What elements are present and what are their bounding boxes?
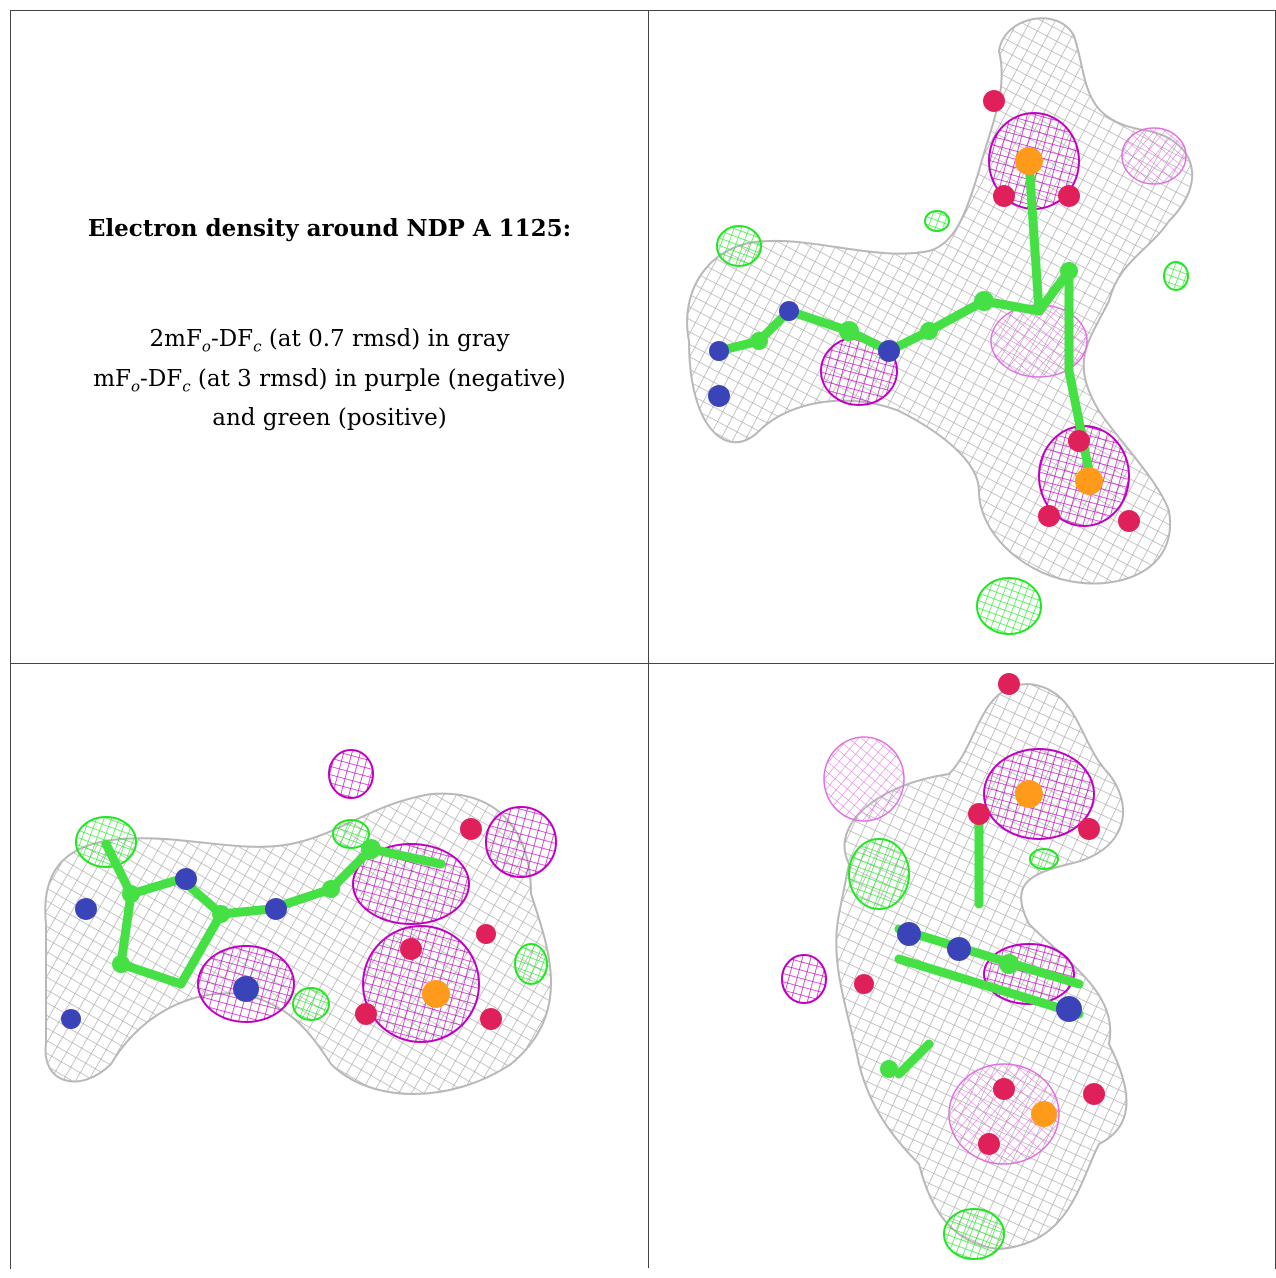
density-map-view-3: [649, 664, 1274, 1268]
density-map-view-2: [11, 664, 648, 1268]
caption-panel: Electron density around NDP A 1125: 2mFo…: [11, 11, 648, 663]
grid-divider-vertical: [648, 10, 649, 1268]
caption-description: 2mFo-DFc (at 0.7 rmsd) in gray mFo-DFc (…: [11, 323, 648, 434]
density-render-3: [781, 673, 1128, 1260]
caption-line-1: 2mFo-DFc (at 0.7 rmsd) in gray: [149, 326, 510, 356]
density-map-view-1: [649, 11, 1274, 663]
caption-line-2: mFo-DFc (at 3 rmsd) in purple (negative): [93, 365, 566, 396]
caption-title: Electron density around NDP A 1125:: [87, 215, 572, 242]
grid-divider-horizontal: [10, 663, 1274, 664]
density-render-2: [44, 749, 557, 1095]
density-render-1: [686, 17, 1194, 635]
caption-line-3: and green (positive): [212, 405, 447, 432]
